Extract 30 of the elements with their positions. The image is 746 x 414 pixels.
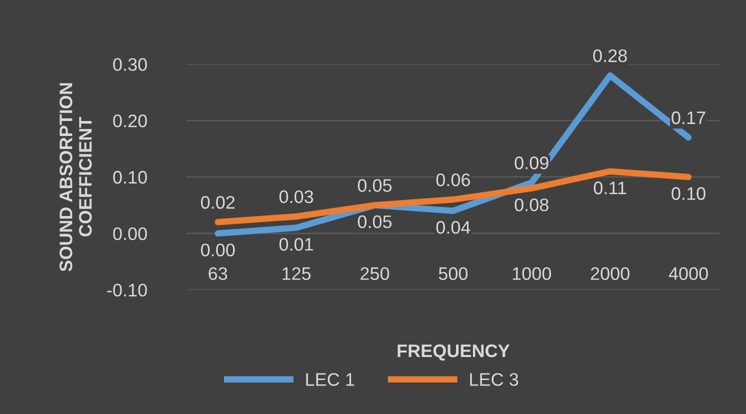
x-tick-label: 250	[360, 267, 390, 280]
data-label: 0.08	[514, 198, 548, 212]
y-tick-label: 0.10	[113, 170, 147, 184]
data-label: 0.09	[514, 156, 548, 170]
data-label: 0.03	[279, 190, 314, 204]
x-tick-label: 4000	[668, 267, 708, 280]
data-label: 0.05	[358, 215, 392, 228]
y-axis-title: SOUND ABSORPTION COEFFICIENT	[60, 83, 92, 272]
x-tick-label: 63	[208, 267, 228, 280]
x-tick-label: 1000	[512, 267, 552, 280]
data-label: 0.01	[279, 238, 314, 251]
data-label: 0.04	[436, 221, 470, 234]
data-label: 0.10	[672, 187, 706, 200]
data-label: 0.17	[672, 111, 706, 124]
data-label: 0.00	[201, 244, 235, 256]
y-tick-label: 0.30	[113, 58, 147, 71]
x-tick-label: 125	[282, 267, 311, 280]
x-axis-title: FREQUENCY	[398, 344, 510, 361]
data-label: 0.05	[358, 179, 392, 192]
data-label: 0.11	[594, 182, 626, 194]
data-label: 0.06	[436, 173, 470, 186]
y-tick-label: 0.20	[113, 114, 147, 128]
data-label: 0.02	[201, 196, 235, 209]
x-tick-label: 2000	[590, 267, 630, 280]
legend-label: LEC 3	[470, 373, 518, 386]
data-label: 0.28	[593, 49, 627, 62]
x-tick-label: 500	[438, 267, 468, 280]
y-tick-label: 0.00	[113, 227, 147, 240]
y-tick-label: -0.10	[107, 284, 147, 297]
legend-label: LEC 1	[306, 373, 354, 386]
